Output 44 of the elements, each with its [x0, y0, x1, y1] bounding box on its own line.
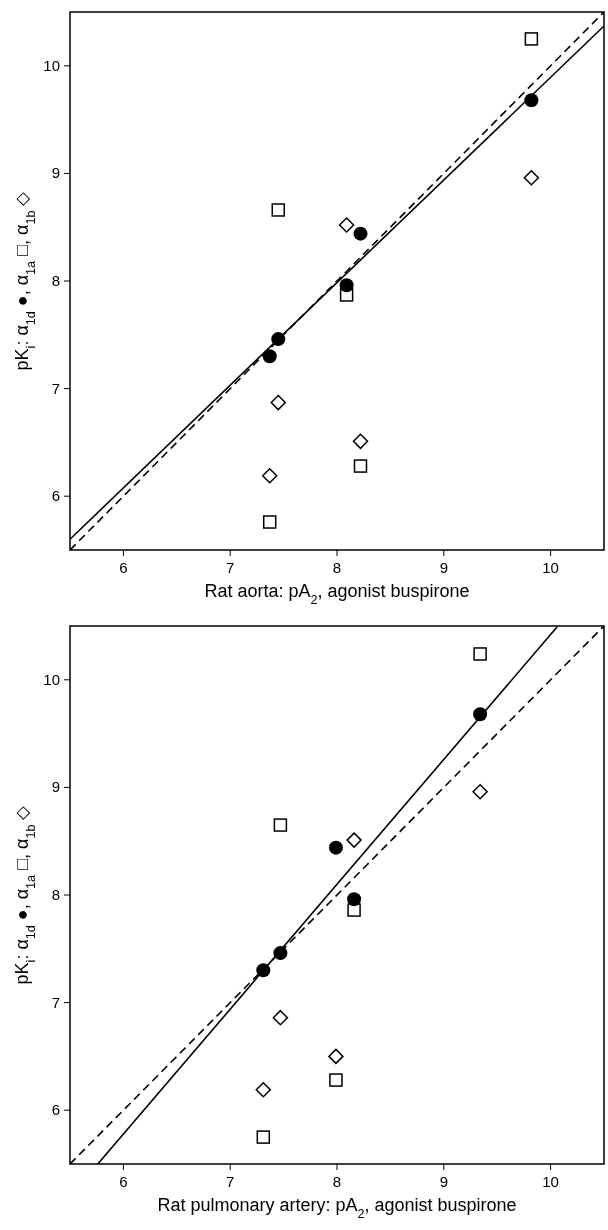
x-tick-label: 6	[119, 559, 128, 576]
y-tick-label: 8	[51, 886, 60, 903]
x-tick-label: 8	[332, 559, 342, 576]
x-tick-label: 9	[439, 559, 448, 576]
y-tick-label: 7	[51, 379, 60, 397]
point	[352, 433, 369, 450]
y-tick-label: 7	[51, 993, 60, 1011]
point	[273, 818, 288, 832]
point	[328, 840, 343, 855]
y-tick-label: 9	[51, 164, 60, 182]
x-tick-label: 7	[226, 1173, 235, 1190]
point	[262, 515, 277, 529]
point	[261, 468, 278, 484]
x-tick-label: 6	[119, 1173, 128, 1190]
x-tick-label: 10	[542, 559, 559, 576]
point	[339, 288, 354, 302]
point	[472, 783, 488, 800]
point	[271, 203, 286, 217]
point	[347, 903, 361, 917]
point	[270, 394, 287, 411]
x-tick-label: 8	[332, 1173, 342, 1190]
x-tick-label: 7	[226, 559, 235, 576]
y-tick-label: 9	[51, 778, 60, 796]
point	[353, 459, 368, 473]
point	[353, 226, 368, 241]
point	[272, 1009, 289, 1026]
point	[328, 1048, 344, 1065]
y-tick-label: 6	[51, 487, 60, 505]
point	[473, 647, 487, 661]
x-tick-label: 10	[542, 1173, 559, 1190]
point	[256, 1130, 271, 1144]
point	[346, 832, 362, 848]
y-tick-label: 10	[43, 56, 60, 74]
point	[524, 32, 539, 46]
point	[523, 169, 540, 186]
point	[338, 217, 355, 233]
x-tick-label: 9	[439, 1173, 448, 1190]
y-tick-label: 6	[51, 1101, 60, 1119]
y-tick-label: 10	[43, 670, 60, 688]
x-axis-title: Rat aorta: pA$_{2}$, agonist buspirone	[204, 581, 470, 607]
point	[329, 1073, 343, 1087]
point	[255, 1082, 272, 1098]
x-axis-title: Rat pulmonary artery: pA$_{2}$, agonist buspirone	[157, 1195, 517, 1221]
y-tick-label: 8	[51, 272, 60, 289]
